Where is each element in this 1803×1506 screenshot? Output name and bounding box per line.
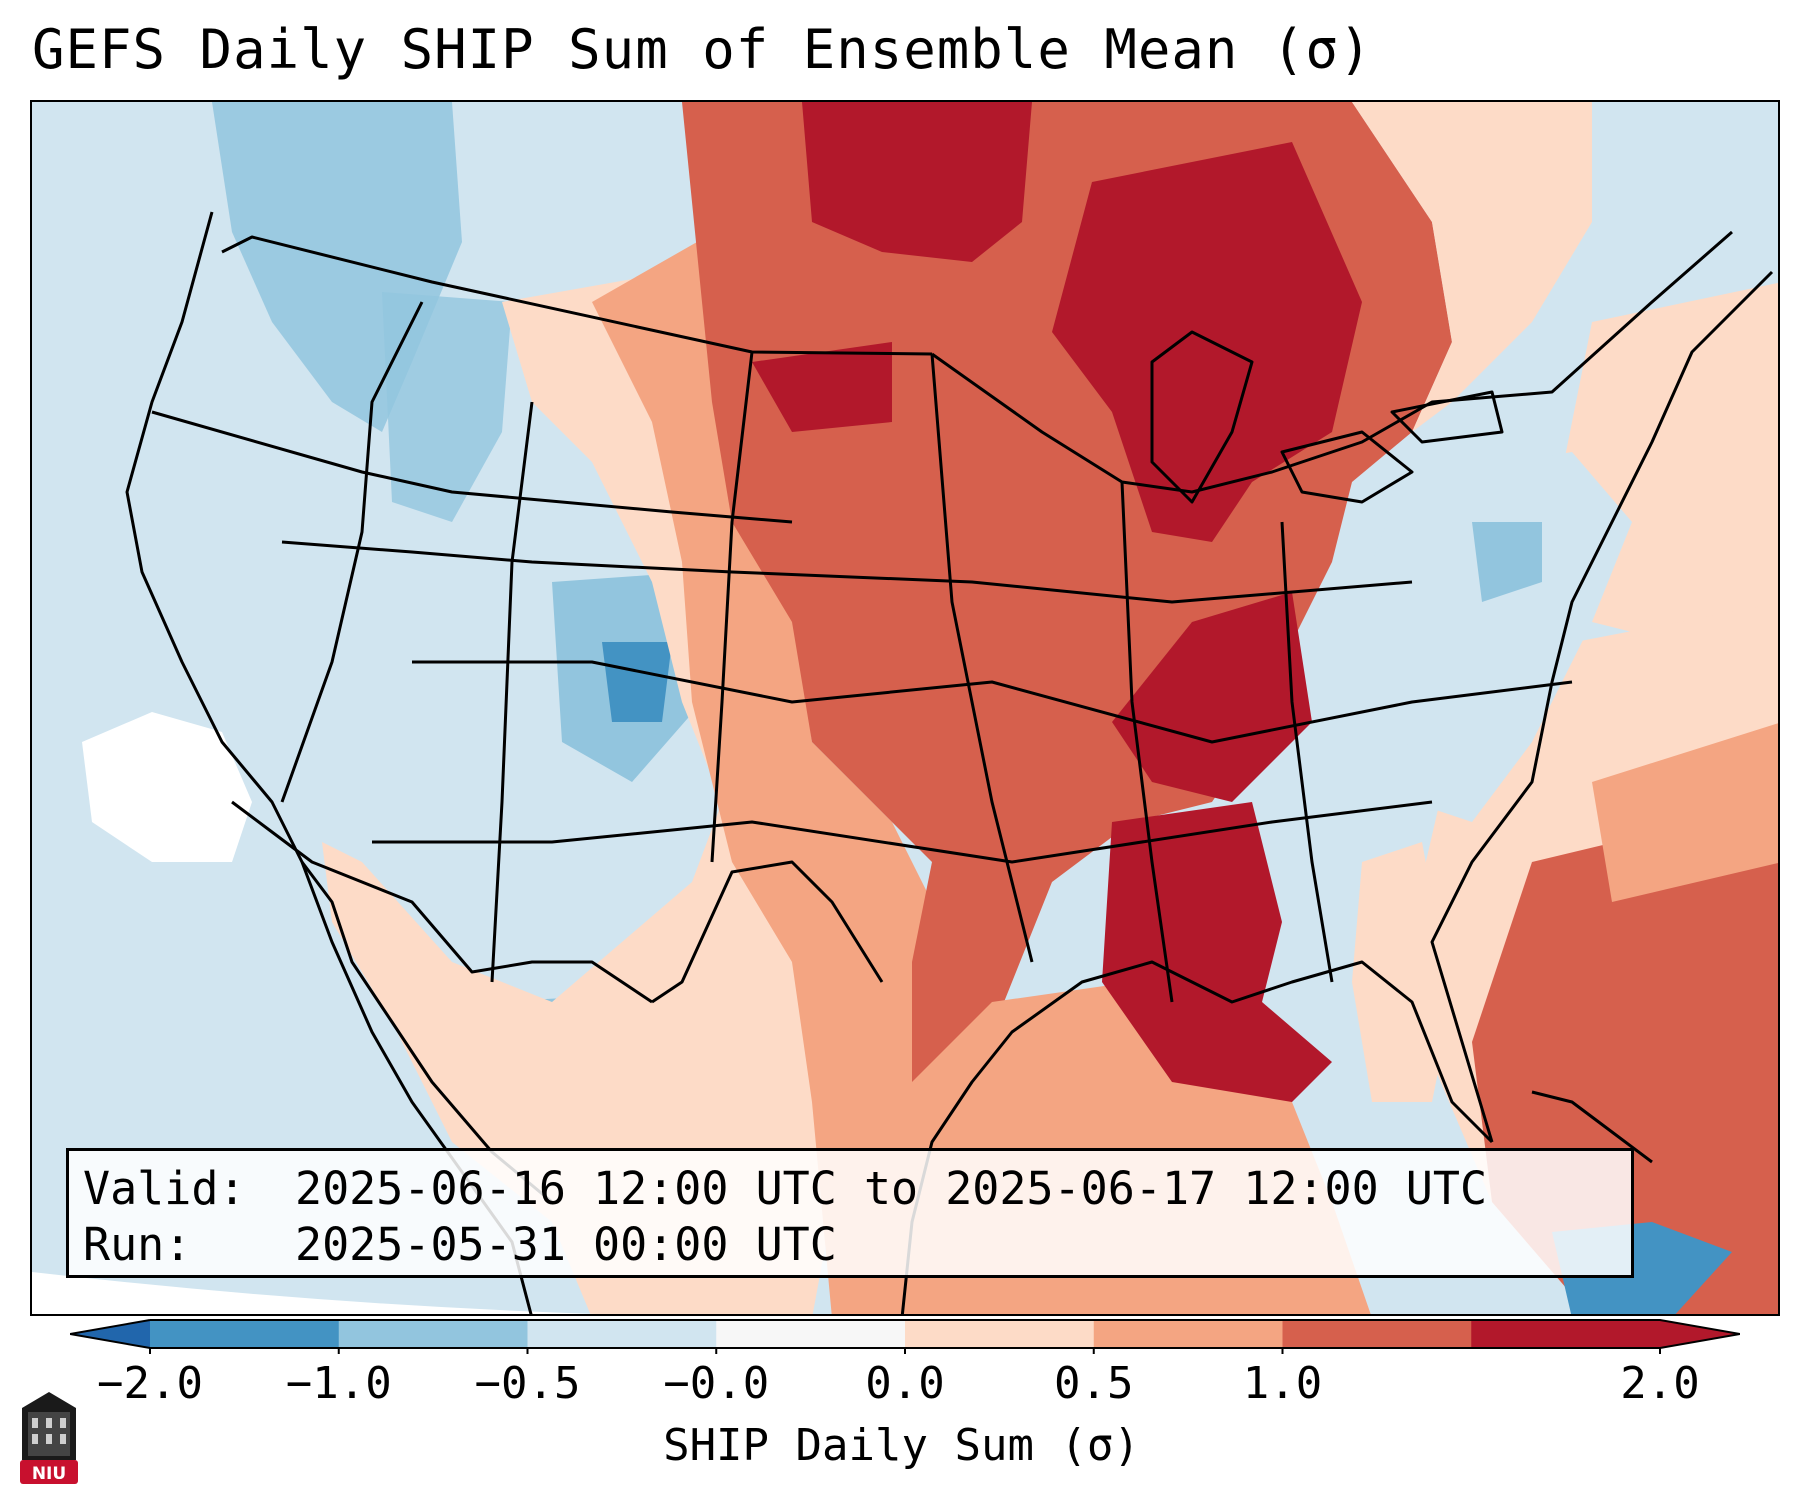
colorbar-tickmarks [149, 1348, 1661, 1354]
colorbar-segment [150, 1320, 340, 1348]
run-value: 2025-05-31 00:00 UTC [295, 1218, 837, 1271]
state-line-col-6 [1280, 521, 1334, 983]
colorbar-segment [1282, 1320, 1472, 1348]
lake-erie [1280, 430, 1414, 504]
state-line-row-3 [412, 660, 1573, 744]
logo-text: NIU [32, 1464, 66, 1484]
run-row: Run: 2025-05-31 00:00 UTC [83, 1217, 1617, 1273]
deep-south-core [1102, 802, 1332, 1102]
rio-grande-border [651, 860, 884, 1004]
coastlines-and-borders [125, 211, 1774, 1314]
state-line-row-4 [372, 800, 1433, 864]
pennsylvania-blue-core [1472, 522, 1542, 602]
colorbar-segment [905, 1320, 1095, 1348]
ohio-valley-core [1112, 592, 1312, 802]
state-line-col-4 [930, 353, 1034, 963]
projection-edge [32, 1272, 597, 1314]
atlantic-coastline [1430, 270, 1774, 1143]
colorbar-segment [1471, 1320, 1661, 1348]
state-line-col-5 [1120, 481, 1174, 1003]
tick-label: −0.5 [474, 1358, 581, 1409]
colorbar-extend-low [70, 1320, 150, 1348]
dakota-core [802, 102, 1032, 262]
tick-label: −2.0 [97, 1358, 203, 1409]
colorbar-segments [150, 1320, 1661, 1348]
lake-ontario [1390, 390, 1504, 444]
state-line-col-2 [490, 401, 534, 983]
forecast-map [30, 100, 1780, 1316]
tick-label: 1.0 [1242, 1358, 1323, 1409]
great-lakes-core [1052, 142, 1362, 542]
gulf-coastline [900, 960, 1494, 1314]
colorbar-segment [716, 1320, 906, 1348]
colorbar [70, 1319, 1740, 1354]
valid-value: 2025-06-16 12:00 UTC to 2025-06-17 12:00… [295, 1162, 1488, 1215]
ship-anomaly-field [32, 102, 1778, 1314]
state-line-col-3 [710, 351, 754, 863]
caribbean-islands [1531, 1090, 1653, 1164]
tick-label: 2.0 [1620, 1358, 1700, 1409]
validity-info-box: Valid: 2025-06-16 12:00 UTC to 2025-06-17… [66, 1148, 1634, 1278]
atlantic-salmon-strip [1592, 723, 1778, 902]
colorado-core [602, 642, 672, 722]
tick-label: 0.0 [865, 1358, 945, 1409]
canada-us-border-east [931, 230, 1733, 494]
northeast-pink-patch [1352, 102, 1592, 432]
tick-label: −0.0 [663, 1358, 770, 1409]
colorbar-segment [338, 1320, 528, 1348]
colorbar-extend-high [1660, 1320, 1740, 1348]
valid-label: Valid: [83, 1162, 246, 1215]
state-line-row-2 [281, 540, 1413, 604]
colorbar-segment [1093, 1320, 1283, 1348]
state-line-col-1 [280, 301, 424, 803]
canada-us-border-west [221, 235, 933, 356]
idaho-patch [382, 292, 512, 522]
us-mexico-border [231, 800, 653, 1004]
map-title: GEFS Daily SHIP Sum of Ensemble Mean (σ) [32, 18, 1373, 81]
neutral-patch [82, 712, 252, 862]
run-label: Run: [83, 1218, 192, 1271]
valid-row: Valid: 2025-06-16 12:00 UTC to 2025-06-17… [83, 1161, 1617, 1217]
tick-label: 0.5 [1054, 1358, 1134, 1409]
colorbar-segment [527, 1320, 717, 1348]
south-dakota-core [752, 342, 892, 432]
tick-label: −1.0 [285, 1358, 392, 1409]
colorbar-axis-label: SHIP Daily Sum (σ) [663, 1420, 1140, 1471]
state-line-row-1 [151, 410, 793, 524]
lake-michigan [1150, 330, 1254, 504]
east-coast-blue-patch [1372, 452, 1632, 822]
niu-castle-logo-icon: NIU [20, 1392, 78, 1484]
moderate-positive-band [592, 222, 932, 1314]
colorbar-tick-labels: −2.0 −1.0 −0.5 −0.0 0.0 0.5 1.0 2.0 [0, 1358, 1803, 1418]
